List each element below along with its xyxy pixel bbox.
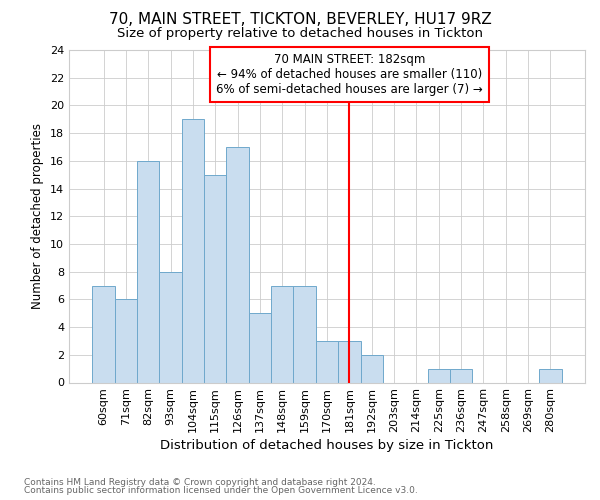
Bar (115, 300, 137, 382)
Bar (539, 368, 562, 382)
Bar (428, 368, 450, 382)
X-axis label: Distribution of detached houses by size in Tickton: Distribution of detached houses by size … (160, 440, 494, 452)
Bar (271, 286, 293, 382)
Text: Contains public sector information licensed under the Open Government Licence v3: Contains public sector information licen… (24, 486, 418, 495)
Bar (293, 286, 316, 382)
Text: Contains HM Land Registry data © Crown copyright and database right 2024.: Contains HM Land Registry data © Crown c… (24, 478, 376, 487)
Y-axis label: Number of detached properties: Number of detached properties (31, 123, 44, 309)
Bar (338, 341, 361, 382)
Bar (92, 286, 115, 382)
Bar (226, 147, 249, 382)
Bar (249, 313, 271, 382)
Bar (137, 161, 160, 382)
Bar (160, 272, 182, 382)
Text: 70 MAIN STREET: 182sqm
← 94% of detached houses are smaller (110)
6% of semi-det: 70 MAIN STREET: 182sqm ← 94% of detached… (216, 53, 483, 96)
Bar (361, 355, 383, 382)
Text: 70, MAIN STREET, TICKTON, BEVERLEY, HU17 9RZ: 70, MAIN STREET, TICKTON, BEVERLEY, HU17… (109, 12, 491, 28)
Bar (182, 120, 204, 382)
Bar (204, 174, 226, 382)
Text: Size of property relative to detached houses in Tickton: Size of property relative to detached ho… (117, 28, 483, 40)
Bar (450, 368, 472, 382)
Bar (316, 341, 338, 382)
